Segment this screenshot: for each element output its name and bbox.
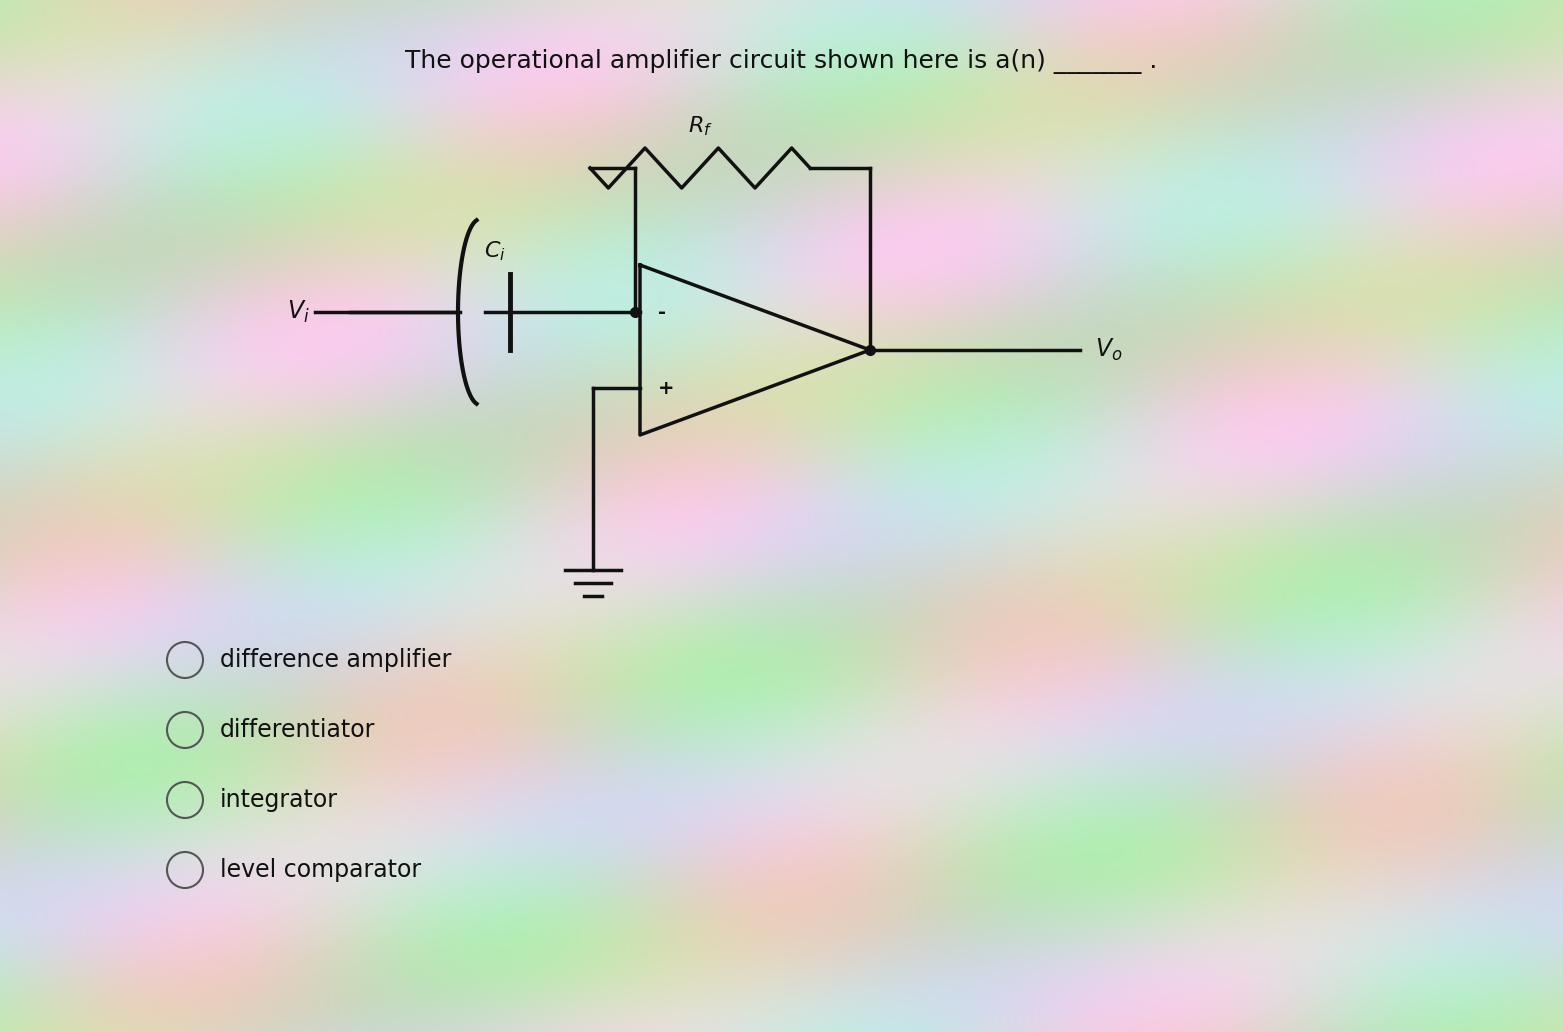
Text: level comparator: level comparator xyxy=(220,858,420,882)
Text: +: + xyxy=(658,379,675,397)
Text: -: - xyxy=(658,302,666,322)
Text: $C_i$: $C_i$ xyxy=(485,239,506,262)
Text: differentiator: differentiator xyxy=(220,718,375,742)
Text: integrator: integrator xyxy=(220,788,338,812)
Text: $R_f$: $R_f$ xyxy=(688,115,713,138)
Text: $V_i$: $V_i$ xyxy=(288,299,309,325)
Text: $V_o$: $V_o$ xyxy=(1096,336,1122,363)
Text: difference amplifier: difference amplifier xyxy=(220,648,452,672)
Text: The operational amplifier circuit shown here is a(n) _______ .: The operational amplifier circuit shown … xyxy=(405,50,1157,74)
